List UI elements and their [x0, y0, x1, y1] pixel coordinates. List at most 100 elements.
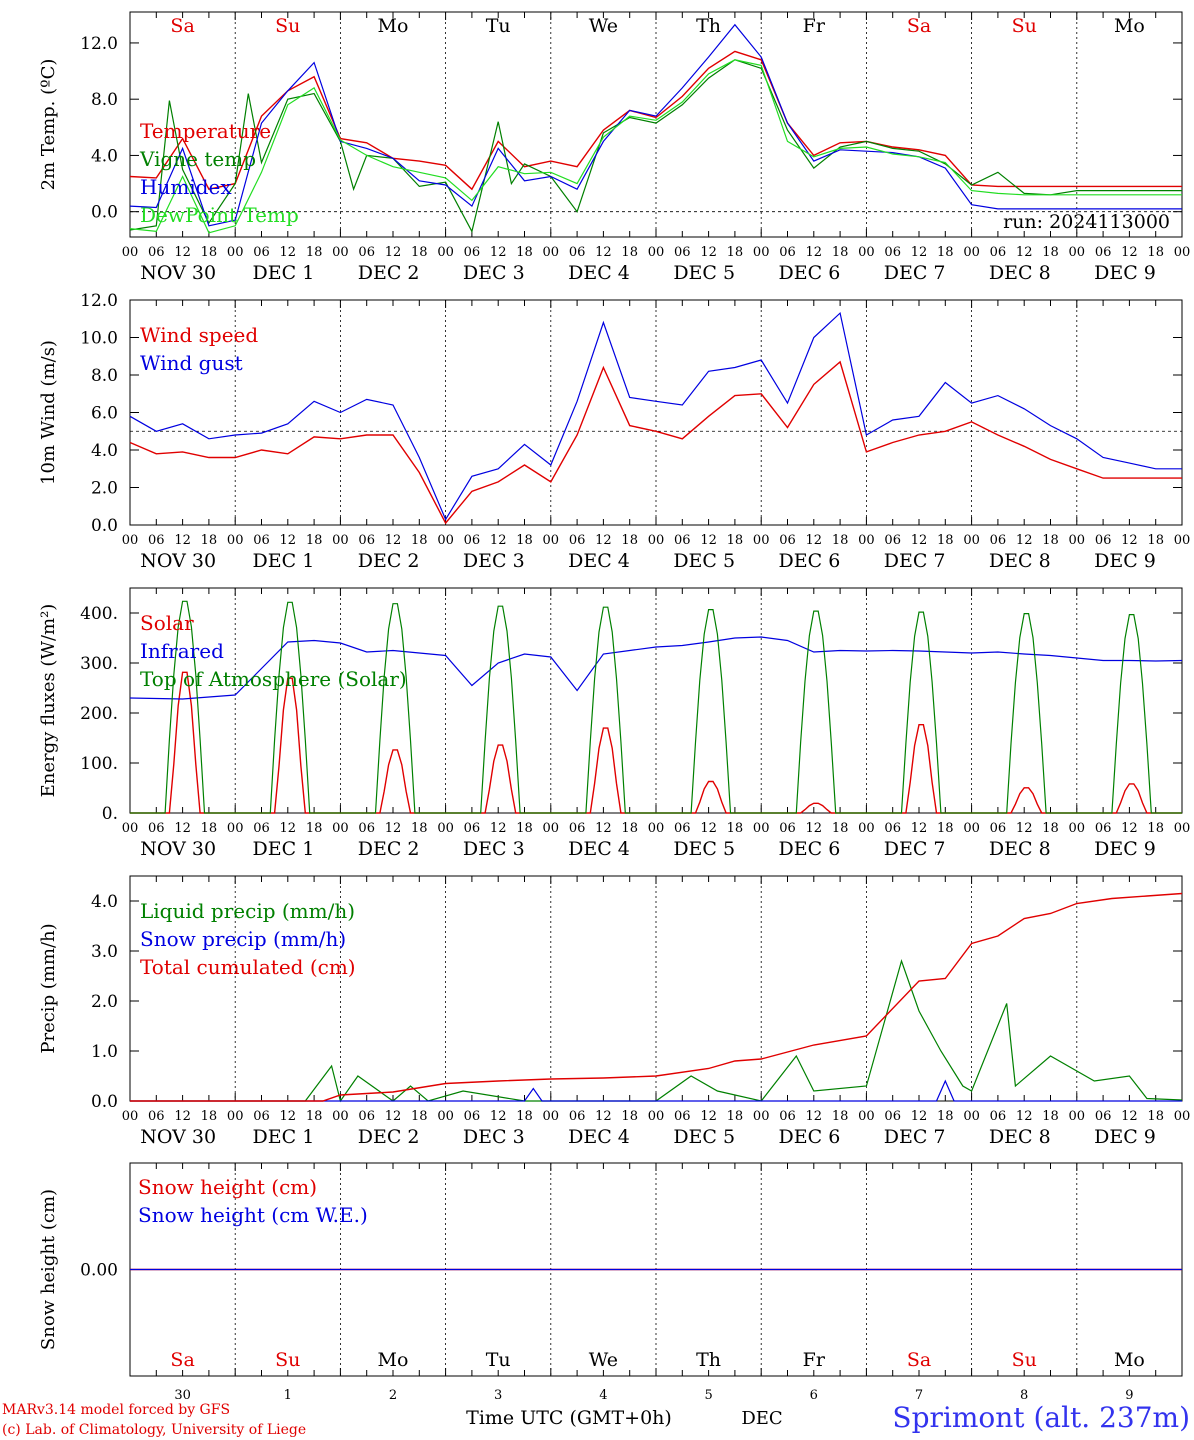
date-label: DEC 4 [568, 262, 630, 284]
hour-tick-label: 00 [1174, 533, 1191, 548]
hour-tick-label: 06 [569, 245, 586, 260]
y-axis-label: Snow height (cm) [38, 1189, 59, 1350]
hour-tick-label: 12 [1016, 1109, 1033, 1124]
hour-tick-label: 00 [648, 1109, 665, 1124]
y-tick-label: 3.0 [91, 942, 118, 962]
y-tick-label: 8.0 [91, 366, 118, 386]
hour-tick-label: 06 [148, 533, 165, 548]
hour-tick-label: 06 [884, 245, 901, 260]
hour-tick-label: 12 [911, 533, 928, 548]
y-tick-label: 0. [102, 804, 118, 824]
date-label: DEC 5 [673, 838, 735, 860]
hour-tick-label: 18 [516, 821, 533, 836]
hour-tick-label: 12 [385, 245, 402, 260]
hour-tick-label: 00 [227, 1109, 244, 1124]
hour-tick-label: 12 [385, 533, 402, 548]
hour-tick-label: 18 [937, 1109, 954, 1124]
hour-tick-label: 00 [437, 245, 454, 260]
hour-tick-label: 18 [411, 533, 428, 548]
hour-tick-label: 18 [201, 1109, 218, 1124]
hour-tick-label: 18 [1147, 821, 1164, 836]
hour-tick-label: 06 [779, 533, 796, 548]
legend-entry: Humidex [140, 175, 232, 199]
hour-tick-label: 18 [621, 245, 638, 260]
y-tick-label: 0.0 [91, 203, 118, 223]
hour-tick-label: 12 [280, 821, 297, 836]
date-label: DEC 3 [463, 838, 525, 860]
hour-tick-label: 18 [306, 245, 323, 260]
series-line-vigne-temp [129, 59, 1182, 234]
legend-entry: Snow height (cm W.E.) [138, 1203, 368, 1227]
hour-tick-label: 00 [122, 821, 139, 836]
date-label: NOV 30 [140, 838, 216, 860]
hour-tick-label: 00 [437, 1109, 454, 1124]
hour-tick-label: 18 [411, 1109, 428, 1124]
date-label: DEC 1 [253, 1126, 315, 1148]
hour-tick-label: 00 [1069, 1109, 1086, 1124]
date-label: NOV 30 [140, 550, 216, 572]
hour-tick-label: 18 [516, 533, 533, 548]
hour-tick-label: 18 [1147, 1109, 1164, 1124]
hour-tick-label: 12 [595, 533, 612, 548]
hour-tick-label: 12 [806, 1109, 823, 1124]
credit-line-2: (c) Lab. of Climatology, University of L… [2, 1422, 306, 1438]
date-label: DEC 6 [779, 550, 841, 572]
y-axis-label: Precip (mm/h) [38, 923, 59, 1053]
hour-tick-label: 06 [674, 533, 691, 548]
legend-entry: Wind speed [140, 323, 258, 347]
hour-tick-label: 06 [148, 821, 165, 836]
hour-tick-label: 12 [1121, 1109, 1138, 1124]
hour-tick-label: 18 [306, 533, 323, 548]
series-line-wind-speed [129, 360, 1182, 525]
hour-tick-label: 00 [1174, 245, 1191, 260]
date-label: DEC 2 [358, 1126, 420, 1148]
date-label: DEC 3 [463, 262, 525, 284]
hour-tick-label: 06 [990, 533, 1007, 548]
hour-tick-label: 18 [621, 821, 638, 836]
date-label: DEC 5 [673, 550, 735, 572]
hour-tick-label: 18 [411, 245, 428, 260]
hour-tick-label: 18 [937, 533, 954, 548]
hour-tick-label: 06 [884, 1109, 901, 1124]
y-tick-label: 300. [80, 654, 118, 674]
hour-tick-label: 18 [1042, 245, 1059, 260]
legend-entry: DewPoint Temp [140, 203, 299, 227]
series-line-dewpoint-temp [129, 59, 1182, 234]
hour-tick-label: 06 [253, 821, 270, 836]
hour-tick-label: 18 [411, 821, 428, 836]
hour-tick-label: 06 [990, 1109, 1007, 1124]
day-number-label: 6 [810, 1388, 818, 1403]
hour-tick-label: 18 [832, 533, 849, 548]
series-line-temperature [129, 50, 1182, 191]
hour-tick-label: 06 [464, 821, 481, 836]
day-name-label: We [589, 1349, 618, 1371]
hour-tick-label: 00 [227, 821, 244, 836]
y-axis-label: 2m Temp. (ºC) [38, 59, 59, 191]
hour-tick-label: 12 [1121, 821, 1138, 836]
hour-tick-label: 12 [595, 821, 612, 836]
date-label: DEC 2 [358, 262, 420, 284]
hour-tick-label: 00 [437, 821, 454, 836]
y-tick-label: 200. [80, 704, 118, 724]
day-name-label: Mo [378, 15, 409, 37]
day-name-label: Fr [803, 1349, 826, 1371]
hour-tick-label: 18 [306, 821, 323, 836]
date-label: DEC 8 [989, 1126, 1051, 1148]
date-label: DEC 9 [1094, 838, 1156, 860]
series-line-top-of-atmosphere-solar- [130, 600, 1182, 814]
day-number-label: 4 [599, 1388, 607, 1403]
date-label: DEC 9 [1094, 262, 1156, 284]
y-tick-label: 4.0 [91, 441, 118, 461]
hour-tick-label: 06 [990, 821, 1007, 836]
hour-tick-label: 00 [122, 533, 139, 548]
hour-tick-label: 12 [1016, 533, 1033, 548]
y-tick-label: 10.0 [80, 329, 118, 349]
y-tick-label: 0.00 [80, 1261, 118, 1281]
hour-tick-label: 00 [963, 1109, 980, 1124]
hour-tick-label: 06 [148, 1109, 165, 1124]
hour-tick-label: 06 [674, 821, 691, 836]
y-tick-label: 400. [80, 604, 118, 624]
day-name-label: We [589, 15, 618, 37]
hour-tick-label: 00 [227, 533, 244, 548]
